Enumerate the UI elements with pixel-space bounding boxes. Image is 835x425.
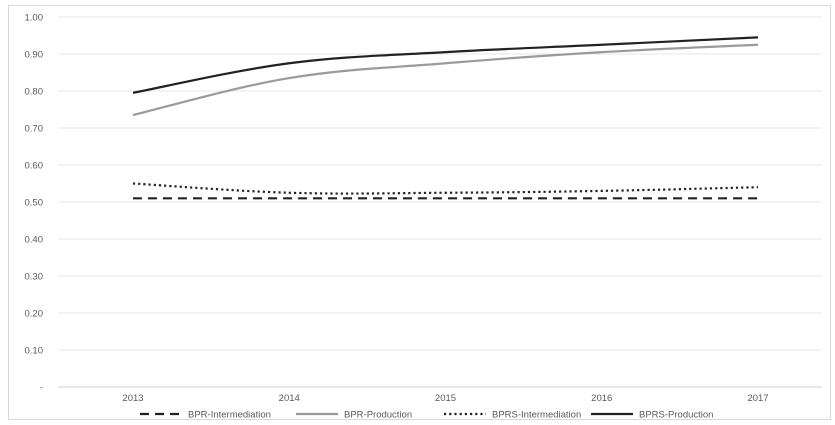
series-line-bpr-production bbox=[132, 43, 759, 117]
y-tick-label: 0.80 bbox=[25, 87, 44, 98]
gridlines bbox=[8, 5, 831, 420]
y-tick-label: 0.40 bbox=[25, 235, 44, 246]
y-tick-label: 0.70 bbox=[25, 124, 44, 135]
legend-label-bprs-intermediation: BPRS-Intermediation bbox=[492, 410, 581, 421]
legend-label-bprs-production: BPRS-Production bbox=[639, 410, 713, 421]
series-line-bprs-intermediation bbox=[132, 182, 759, 195]
y-tick-label: 0.50 bbox=[25, 198, 44, 209]
chart-frame bbox=[8, 5, 831, 420]
y-tick-label: 0.30 bbox=[25, 272, 44, 283]
y-axis-ticks: - 0.10 0.20 0.30 0.40 0.50 0.60 0.70 0.80 0.90 1.0… bbox=[25, 13, 44, 394]
y-tick-label: 0.60 bbox=[25, 161, 44, 172]
y-tick-label: 0.90 bbox=[25, 50, 44, 61]
y-tick-label: 1.00 bbox=[25, 13, 44, 24]
x-tick-label: 2013 bbox=[122, 393, 143, 404]
y-tick-label: 0.20 bbox=[25, 309, 44, 320]
series-line-bprs-production bbox=[132, 36, 759, 94]
x-axis-ticks: 2013 2014 2015 2016 2017 bbox=[122, 393, 768, 404]
series-lines bbox=[132, 36, 759, 200]
y-tick-label: 0.10 bbox=[25, 346, 44, 357]
legend-label-bpr-intermediation: BPR-Intermediation bbox=[188, 410, 271, 421]
x-tick-label: 2014 bbox=[279, 393, 300, 404]
x-tick-label: 2016 bbox=[591, 393, 612, 404]
x-tick-label: 2017 bbox=[747, 393, 768, 404]
x-tick-label: 2015 bbox=[435, 393, 456, 404]
legend: BPR-Intermediation BPR-Production BPRS-Int… bbox=[140, 410, 713, 421]
legend-label-bpr-production: BPR-Production bbox=[344, 410, 412, 421]
y-tick-label: - bbox=[40, 383, 43, 394]
